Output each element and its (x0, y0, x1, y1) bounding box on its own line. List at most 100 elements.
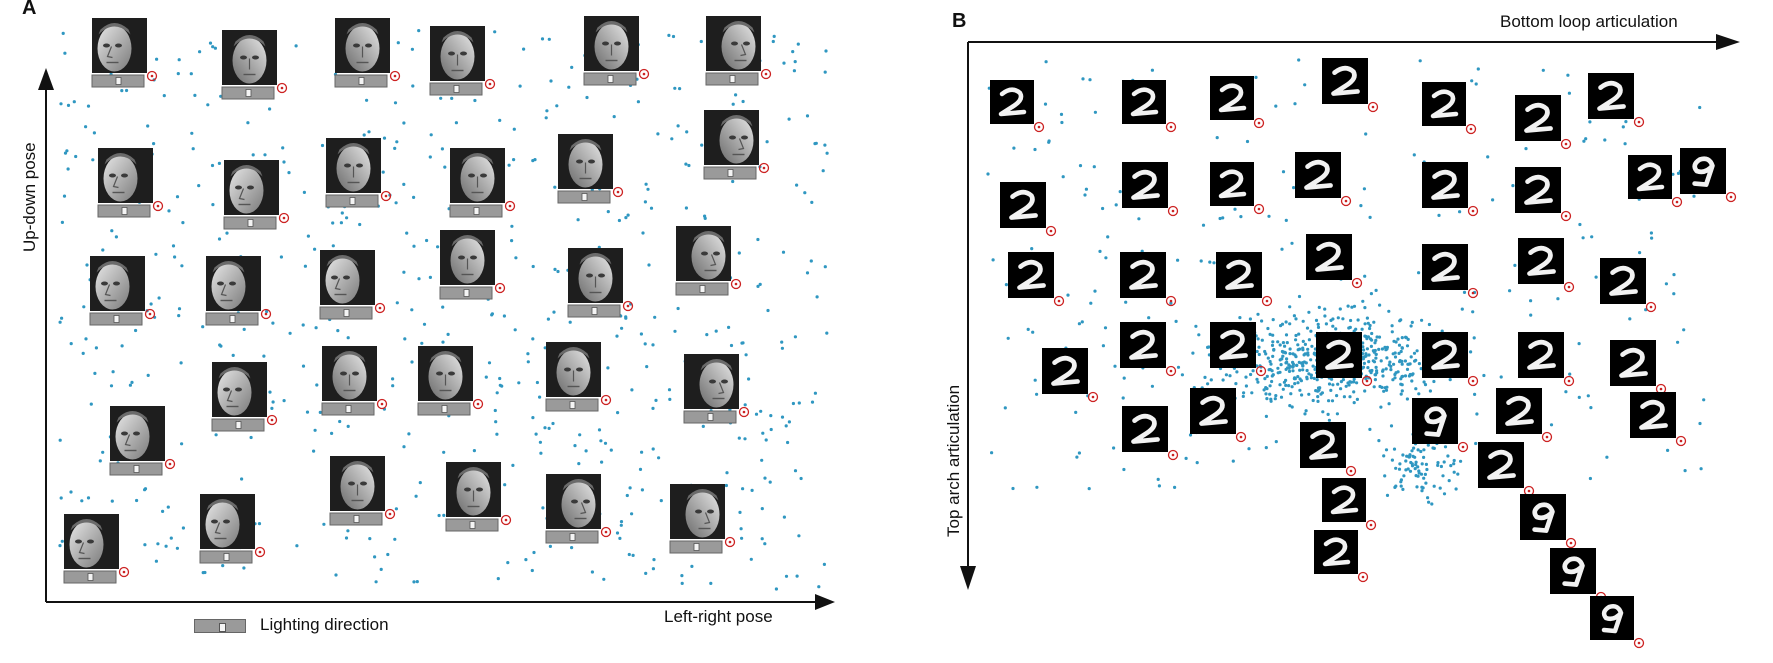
scatter-dot (1456, 472, 1460, 476)
scatter-dot (1074, 410, 1078, 414)
scatter-dot (1314, 318, 1319, 322)
scatter-dot (1672, 292, 1676, 296)
scatter-dot (1436, 461, 1440, 465)
scatter-dot (787, 420, 792, 424)
scatter-dot (1291, 352, 1295, 356)
scatter-dot (242, 327, 246, 331)
scatter-dot (428, 155, 432, 159)
scatter-dot (169, 536, 173, 540)
location-marker-icon (389, 70, 401, 82)
scatter-dot (1114, 203, 1118, 207)
scatter-dot (793, 335, 798, 339)
scatter-dot (1113, 364, 1117, 368)
scatter-dot (600, 460, 604, 464)
location-marker-icon (504, 200, 516, 212)
scatter-dot (1303, 83, 1307, 87)
scatter-dot (626, 213, 630, 217)
scatter-dot (1420, 318, 1424, 322)
scatter-dot (1305, 375, 1309, 379)
location-marker-dot (1471, 379, 1475, 383)
scatter-dot (1276, 340, 1280, 344)
scatter-dot (1098, 249, 1102, 253)
scatter-dot (320, 143, 325, 148)
scatter-dot (346, 424, 350, 428)
scatter-dot (1387, 402, 1391, 406)
scatter-dot (120, 344, 124, 348)
scatter-dot (1264, 352, 1268, 356)
location-marker-dot (1344, 199, 1348, 203)
scatter-dot (803, 191, 807, 195)
location-marker-dot (1564, 142, 1568, 146)
scatter-dot (1389, 368, 1393, 372)
scatter-dot (1374, 373, 1378, 377)
scatter-dot (367, 130, 371, 134)
scatter-dot (1392, 447, 1397, 451)
scatter-dot (1035, 485, 1039, 489)
scatter-dot (495, 432, 499, 436)
scatter-dot (394, 201, 398, 205)
scatter-dot (823, 265, 827, 269)
scatter-dot (1121, 396, 1125, 400)
scatter-dot (810, 400, 815, 404)
scatter-dot (1529, 299, 1533, 303)
scatter-dot (503, 483, 507, 487)
scatter-dot (760, 507, 764, 511)
location-marker-dot (642, 72, 646, 76)
scatter-dot (412, 580, 416, 584)
scatter-dot (756, 237, 760, 242)
digit-two-thumbnail-icon (990, 80, 1045, 133)
scatter-dot (1231, 459, 1235, 463)
scatter-dot (1369, 344, 1373, 348)
face-thumbnail-icon (669, 484, 736, 554)
scatter-dot (268, 107, 272, 111)
scatter-dot (654, 398, 658, 402)
location-marker-dot (1679, 439, 1683, 443)
location-marker-dot (1057, 299, 1061, 303)
location-marker-icon (1357, 571, 1369, 583)
scatter-dot (1400, 389, 1404, 393)
scatter-dot (268, 390, 272, 394)
scatter-dot (1385, 493, 1390, 497)
scatter-dot (1374, 352, 1378, 356)
scatter-dot (1274, 104, 1278, 108)
location-marker-dot (258, 550, 262, 554)
digit-two-thumbnail-icon (1518, 332, 1575, 387)
scatter-dot (1329, 388, 1333, 392)
scatter-dot (282, 160, 286, 164)
location-marker-icon (254, 546, 266, 558)
scatter-dot (1394, 466, 1398, 470)
location-marker-dot (508, 204, 512, 208)
scatter-dot (114, 235, 118, 239)
face-thumbnail-icon (545, 474, 612, 544)
scatter-dot (657, 456, 661, 460)
scatter-dot (765, 140, 769, 144)
scatter-dot (1387, 363, 1391, 367)
scatter-dot (1026, 327, 1030, 331)
scatter-dot (91, 158, 95, 162)
scatter-dot (544, 116, 548, 120)
scatter-dot (72, 100, 76, 104)
scatter-dot (1397, 343, 1402, 347)
scatter-dot (1412, 446, 1416, 450)
scatter-dot (1316, 322, 1320, 326)
scatter-dot (1309, 373, 1313, 377)
scatter-dot (1250, 391, 1254, 395)
scatter-dot (1077, 451, 1081, 455)
scatter-dot (676, 124, 680, 128)
scatter-dot (725, 471, 729, 475)
scatter-dot (1262, 388, 1266, 392)
scatter-dot (487, 361, 492, 365)
scatter-dot (193, 93, 197, 97)
scatter-dot (1296, 343, 1300, 347)
scatter-dot (331, 221, 335, 225)
face-thumbnail-icon (321, 346, 388, 416)
scatter-dot (1440, 329, 1444, 333)
scatter-dot (1415, 349, 1419, 353)
scatter-dot (206, 103, 210, 107)
lighting-slider-icon (194, 619, 246, 633)
location-marker-dot (1171, 209, 1175, 213)
scatter-dot (1482, 373, 1486, 378)
scatter-dot (135, 498, 139, 503)
scatter-dot (1381, 374, 1385, 378)
scatter-dot (1594, 275, 1598, 279)
